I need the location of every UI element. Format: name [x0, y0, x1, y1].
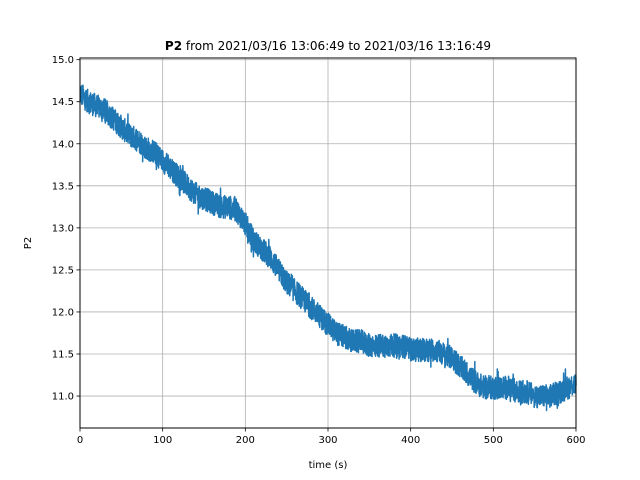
x-tick-label: 500	[484, 435, 503, 446]
y-tick-label: 11.5	[52, 350, 74, 361]
x-tick-label: 200	[236, 435, 255, 446]
x-tick-label: 600	[566, 435, 585, 446]
x-tick-label: 400	[401, 435, 420, 446]
grid-layer	[79, 58, 577, 428]
x-tick-label: 100	[153, 435, 172, 446]
y-tick-label: 14.5	[52, 97, 74, 108]
x-tick-label: 0	[77, 435, 83, 446]
chart-title: P2 from 2021/03/16 13:06:49 to 2021/03/1…	[165, 39, 491, 53]
series-layer	[79, 84, 577, 412]
x-tick-label: 300	[318, 435, 337, 446]
y-tick-label: 11.0	[52, 392, 74, 403]
y-tick-label: 12.5	[52, 265, 74, 276]
y-tick-label: 15.0	[52, 55, 74, 66]
y-axis-label: P2	[23, 237, 34, 249]
y-tick-label: 13.5	[52, 181, 74, 192]
x-axis-label: time (s)	[309, 460, 348, 471]
y-tick-label: 12.0	[52, 307, 74, 318]
y-tick-label: 14.0	[52, 139, 74, 150]
chart-title-rest: from 2021/03/16 13:06:49 to 2021/03/16 1…	[182, 39, 491, 53]
y-tick-label: 13.0	[52, 223, 74, 234]
p2-series-line	[79, 84, 577, 412]
chart-title-bold: P2	[165, 39, 182, 53]
tick-layer: 0 100 200 300 400 500 600 11.0 11.5 12.0 12.5 13.0 1…	[52, 55, 586, 446]
